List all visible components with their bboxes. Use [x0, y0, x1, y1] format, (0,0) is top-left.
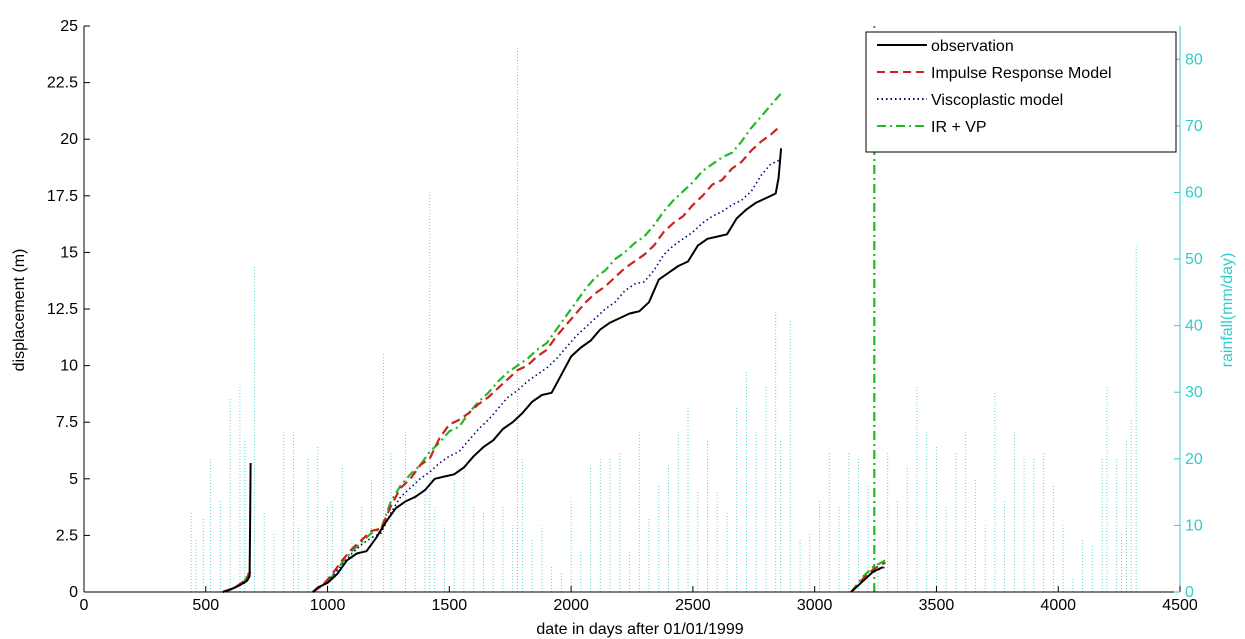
legend: observation Impulse Response Model Visco… — [865, 31, 1177, 153]
y-tick-label: 2.5 — [56, 527, 78, 544]
y-tick-label: 22.5 — [47, 75, 78, 92]
legend-box — [865, 31, 1177, 153]
x-tick-label: 3000 — [797, 597, 833, 614]
y2-tick-label: 10 — [1185, 517, 1203, 534]
y2-tick-label: 80 — [1185, 51, 1203, 68]
y2-tick-label: 30 — [1185, 384, 1203, 401]
tick-labels: 0 500 1000 1500 2000 2500 3000 3500 4000 450002.5… — [47, 18, 1203, 614]
y-tick-label: 5 — [69, 471, 78, 488]
x-tick-label: 1000 — [310, 597, 346, 614]
x-tick-label: 2000 — [553, 597, 589, 614]
y2-tick-label: 40 — [1185, 318, 1203, 335]
legend-label-observation: observation — [931, 38, 1014, 55]
x-tick-label: 500 — [192, 597, 219, 614]
x-tick-label: 1500 — [432, 597, 468, 614]
rainfall-series — [190, 46, 1137, 592]
y2-axis-title: rainfall(mm/day) — [1219, 253, 1236, 368]
x-tick-label: 4000 — [1040, 597, 1076, 614]
y-tick-label: 12.5 — [47, 301, 78, 318]
series-line-viscoplastic-model — [312, 158, 781, 593]
series-line-ir-vp — [312, 93, 782, 593]
series-line-observation — [222, 462, 252, 593]
axes — [83, 25, 1181, 593]
x-tick-label: 0 — [80, 597, 89, 614]
y-tick-label: 0 — [69, 584, 78, 601]
series-line-ir-vp — [850, 559, 886, 593]
y-tick-label: 10 — [60, 358, 78, 375]
displacement-series — [222, 26, 886, 594]
y-tick-label: 15 — [60, 244, 78, 261]
y2-tick-label: 50 — [1185, 251, 1203, 268]
x-tick-label: 4500 — [1162, 597, 1198, 614]
y-tick-label: 20 — [60, 131, 78, 148]
legend-label-impulse: Impulse Response Model — [931, 65, 1112, 82]
y-axis-title: displacement (m) — [11, 249, 28, 372]
y-tick-label: 17.5 — [47, 188, 78, 205]
y-tick-label: 7.5 — [56, 414, 78, 431]
x-tick-label: 3500 — [919, 597, 955, 614]
x-tick-label: 2500 — [675, 597, 711, 614]
series-line-impulse-response-model — [312, 124, 782, 593]
x-axis-title: date in days after 01/01/1999 — [536, 621, 743, 638]
y2-tick-label: 60 — [1185, 184, 1203, 201]
series-line-observation — [312, 148, 783, 593]
y2-tick-label: 20 — [1185, 451, 1203, 468]
series-line-observation — [850, 566, 884, 593]
legend-label-visco: Viscoplastic model — [931, 92, 1063, 109]
y-tick-label: 25 — [60, 18, 78, 35]
legend-label-irvp: IR + VP — [931, 119, 987, 136]
y2-tick-label: 70 — [1185, 118, 1203, 135]
y2-tick-label: 0 — [1185, 584, 1194, 601]
